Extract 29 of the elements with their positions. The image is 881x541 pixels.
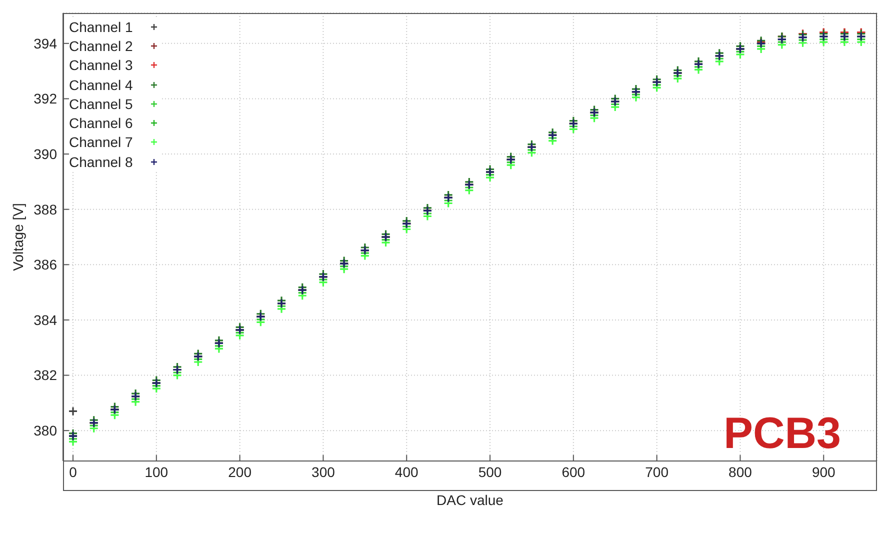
x-tick-label: 400: [394, 464, 419, 480]
y-tick-label: 386: [34, 256, 58, 273]
x-axis-title: DAC value: [436, 492, 504, 508]
legend-label: Channel 8: [69, 154, 134, 170]
legend-label: Channel 3: [69, 57, 134, 74]
legend-label: Channel 2: [69, 38, 134, 54]
x-tick-label: 600: [562, 464, 586, 480]
y-tick-label: 380: [34, 422, 58, 439]
x-tick-label: 300: [312, 464, 336, 480]
y-tick-label: 382: [34, 367, 58, 384]
legend-label: Channel 5: [69, 96, 134, 112]
y-tick-label: 384: [34, 312, 58, 328]
x-tick-label: 500: [478, 464, 502, 480]
y-tick-label: 392: [34, 90, 58, 107]
annotation: PCB3: [724, 409, 841, 459]
legend-label: Channel 6: [69, 115, 134, 132]
x-tick-label: 900: [812, 464, 836, 480]
x-tick-label: 100: [144, 464, 168, 480]
legend-label: Channel 1: [69, 18, 134, 35]
x-tick-label: 700: [645, 464, 669, 480]
y-tick-label: 388: [34, 201, 58, 218]
legend-label: Channel 7: [69, 134, 134, 150]
x-tick-label: 800: [728, 464, 752, 480]
y-axis-title: Voltage [V]: [10, 203, 26, 271]
legend-label: Channel 4: [69, 76, 134, 93]
x-tick-label: 200: [228, 464, 252, 480]
x-tick-label: 0: [69, 464, 78, 480]
y-tick-label: 390: [34, 146, 58, 162]
y-tick-label: 394: [34, 35, 58, 52]
